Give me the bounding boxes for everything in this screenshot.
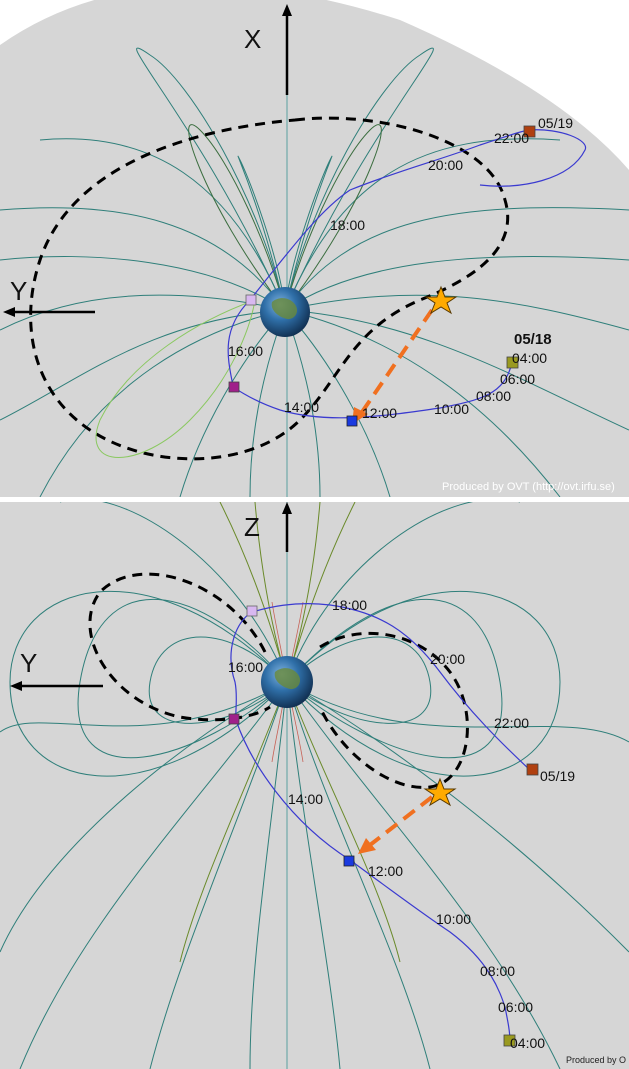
time-label: 16:00 — [228, 659, 263, 675]
x-axis-arrowhead — [282, 4, 292, 16]
time-label: 04:00 — [512, 350, 547, 366]
z-axis-arrowhead — [282, 502, 292, 514]
time-label: 22:00 — [494, 130, 529, 146]
axis-label-z: Z — [244, 512, 260, 542]
marker-lavender — [246, 605, 258, 617]
top-diagram: X Y 05/19 05/18 22:00 20:00 18:00 16:00 … — [0, 0, 629, 497]
top-panel-xy-view: X Y 05/19 05/18 22:00 20:00 18:00 16:00 … — [0, 0, 629, 497]
bottom-panel-zy-view: Z Y 05/19 18:00 16:00 20:00 22:00 14:00 … — [0, 502, 629, 1069]
credit-text: Produced by OVT (http://ovt.irfu.se) — [442, 481, 615, 493]
marker-blue — [343, 855, 355, 867]
field-loop-colored — [95, 299, 256, 458]
marker-brown — [523, 125, 536, 138]
marker-olive — [503, 1034, 516, 1047]
star-icon — [423, 777, 457, 807]
marker-purple — [228, 381, 240, 393]
time-label: 12:00 — [368, 863, 403, 879]
y-axis-arrowhead — [3, 307, 15, 317]
time-label: 10:00 — [436, 911, 471, 927]
time-label: 06:00 — [498, 999, 533, 1015]
date-label: 05/18 — [514, 331, 552, 348]
time-label: 20:00 — [428, 157, 463, 173]
time-label: 20:00 — [430, 651, 465, 667]
axis-label-y: Y — [20, 648, 37, 678]
background-panel — [0, 502, 629, 1069]
date-label: 05/19 — [540, 768, 575, 784]
earth-land — [274, 668, 301, 690]
time-label: 22:00 — [494, 715, 529, 731]
time-label: 06:00 — [500, 371, 535, 387]
time-label: 12:00 — [362, 405, 397, 421]
time-label: 16:00 — [228, 343, 263, 359]
bottom-diagram: Z Y 05/19 18:00 16:00 20:00 22:00 14:00 … — [0, 502, 629, 1069]
marker-olive — [506, 356, 519, 369]
marker-lavender — [245, 294, 257, 306]
marker-blue — [346, 415, 358, 427]
panel-divider — [0, 497, 629, 502]
earth-land — [271, 298, 298, 320]
orange-arrowhead — [358, 838, 376, 854]
star-icon — [424, 285, 458, 315]
time-label: 08:00 — [480, 963, 515, 979]
time-label: 18:00 — [332, 597, 367, 613]
time-label: 08:00 — [476, 388, 511, 404]
dashed-boundary — [29, 116, 510, 461]
credit-text: Produced by O — [566, 1055, 626, 1065]
axis-label-x: X — [244, 24, 261, 54]
time-label: 14:00 — [284, 399, 319, 415]
time-label: 04:00 — [510, 1035, 545, 1051]
date-label: 05/19 — [538, 115, 573, 131]
time-label: 10:00 — [434, 401, 469, 417]
time-label: 18:00 — [330, 217, 365, 233]
field-lines — [0, 502, 629, 1069]
axis-label-y: Y — [10, 276, 27, 306]
orange-dashed-arrow — [368, 795, 434, 847]
dashed-boundary-left — [88, 572, 271, 722]
y-axis-arrowhead — [10, 681, 22, 691]
dashed-boundary-right — [318, 631, 469, 789]
time-label: 14:00 — [288, 791, 323, 807]
orbit-track — [227, 129, 587, 419]
orbit-track — [230, 603, 531, 1043]
marker-brown — [526, 763, 539, 776]
marker-purple — [228, 713, 240, 725]
